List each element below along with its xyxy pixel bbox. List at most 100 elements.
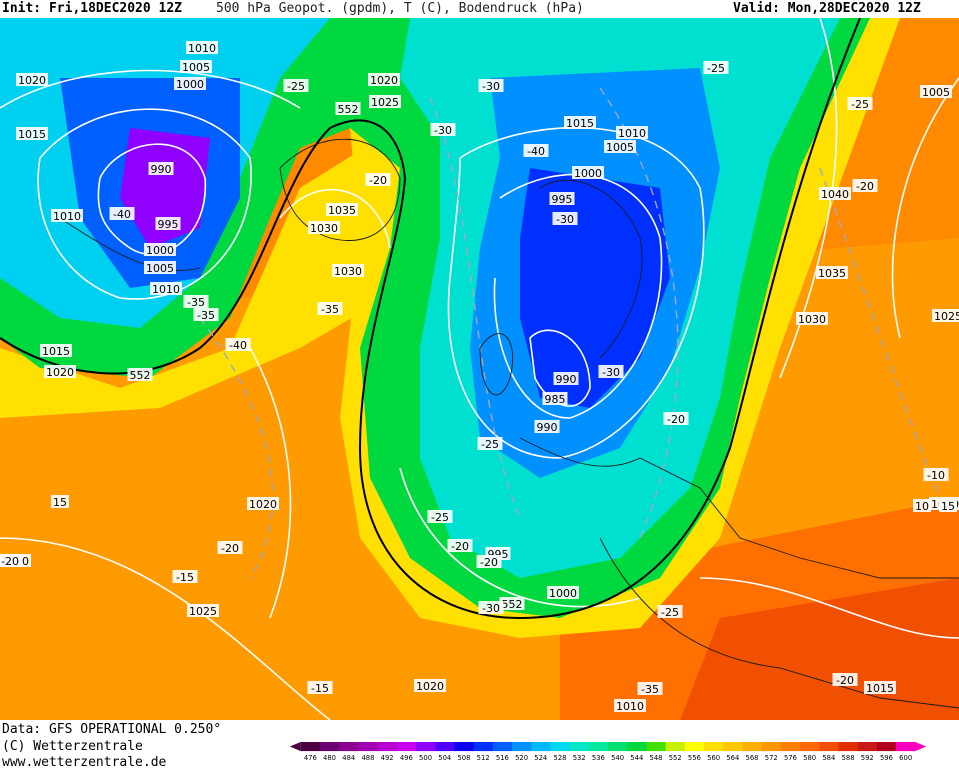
legend-value: 592 [861,754,874,762]
pressure-label: 990 [151,163,172,176]
temperature-label: -30 [482,602,500,615]
legend-value: 496 [400,754,413,762]
trough-blue-deep [520,168,670,408]
pressure-label-box [564,116,596,129]
chart-title: 500 hPa Geopot. (gpdm), T (C), Bodendruc… [216,1,584,16]
legend-swatch [819,742,839,752]
pressure-label-box [174,77,206,90]
temperature-label: -15 [176,571,194,584]
legend-value: 544 [630,754,643,762]
temperature-label-box [832,673,858,686]
pressure-label: 1010 [188,42,216,55]
pressure-label-box [148,162,174,175]
legend-value: 504 [438,754,451,762]
temperature-label-box [552,212,578,225]
legend-value: 568 [746,754,759,762]
legend-swatch [896,742,916,752]
pressure-label: 1025 [189,605,217,618]
temperature-label-box [477,437,503,450]
site-url: www.wetterzentrale.de [2,755,167,770]
pressure-label: 1010 [53,210,81,223]
pressure-label-box [308,221,340,234]
legend-swatch [396,742,417,752]
legend-swatch [627,742,647,752]
temperature-label: -25 [707,62,725,75]
temperature-label: -35 [187,296,205,309]
legend-arrow-right [915,742,927,752]
legend-swatch [550,742,571,752]
temperature-label-box [852,179,878,192]
temperature-label: -35 [197,309,215,322]
legend-swatch [492,742,513,752]
legend-swatch [511,742,532,752]
pressure-label: 552 [502,598,523,611]
temperature-label-box [427,510,453,523]
pressure-label-box [247,497,279,510]
legend-value: 476 [304,754,317,762]
pressure-label: 1015 [566,117,594,130]
legend-swatch [358,742,378,752]
legend-swatch [300,742,321,752]
pressure-label-box [939,499,957,512]
pressure-label: 1010 [152,283,180,296]
pressure-label-box [44,365,76,378]
pressure-label: 1000 [176,78,204,91]
legend-value: 548 [650,754,663,762]
legend-value: 600 [899,754,912,762]
pressure-label-box [144,261,176,274]
legend-value: 564 [726,754,739,762]
pressure-label-box [326,203,358,216]
pressure-label-box [51,209,83,222]
pressure-label-box [547,586,579,599]
legend-swatch [339,742,359,752]
temperature-label-box [476,555,502,568]
legend-value: 500 [419,754,432,762]
legend-swatch [800,742,820,752]
legend-swatch [780,742,801,752]
pressure-label: 1005 [606,141,634,154]
pressure-label-box [51,495,69,508]
temperature-label: -20 [667,413,685,426]
pressure-label: 1040 [821,188,849,201]
pressure-label-box [180,60,212,73]
legend-swatch [876,742,897,752]
temperature-label-box [109,207,135,220]
pressure-label-box [40,344,72,357]
legend-value: 512 [477,754,490,762]
pressure-label: 1015 [18,128,46,141]
pressure-label: 985 [545,393,566,406]
legend-value: 508 [457,754,470,762]
legend-value: 536 [592,754,605,762]
pressure-label: 552 [338,103,359,116]
isotherms [199,87,941,579]
temperature-label: -20 [451,540,469,553]
pressure-label-box [604,140,636,153]
temperature-label: -20 [1,555,19,568]
legend-value: 480 [323,754,336,762]
legend-swatch [704,742,724,752]
temperature-label-box [193,308,219,321]
pressure-label-box [542,392,568,405]
pressure-label-box [144,243,176,256]
pressure-label: 1005 [146,262,174,275]
band-yellow-west [0,138,420,418]
temperature-label: -35 [321,303,339,316]
legend-swatch [415,742,436,752]
legend-arrow-left [289,742,301,752]
pressure-label-box [553,372,579,385]
legend-swatch [838,742,859,752]
pressure-label: 1005 [922,86,950,99]
legend-swatch [588,742,609,752]
temperature-label-box [172,570,198,583]
temperature-label-box [598,365,624,378]
temperature-label: -30 [434,124,452,137]
pressure-label: 1020 [370,74,398,87]
temperature-label-box [283,79,309,92]
legend-value: 588 [842,754,855,762]
west-purple [120,128,210,248]
legend-value: 540 [611,754,624,762]
temperature-label: -20 [856,180,874,193]
temperature-label-box [663,412,689,425]
temperature-label-box [923,468,949,481]
pressure-label: 1000 [549,587,577,600]
